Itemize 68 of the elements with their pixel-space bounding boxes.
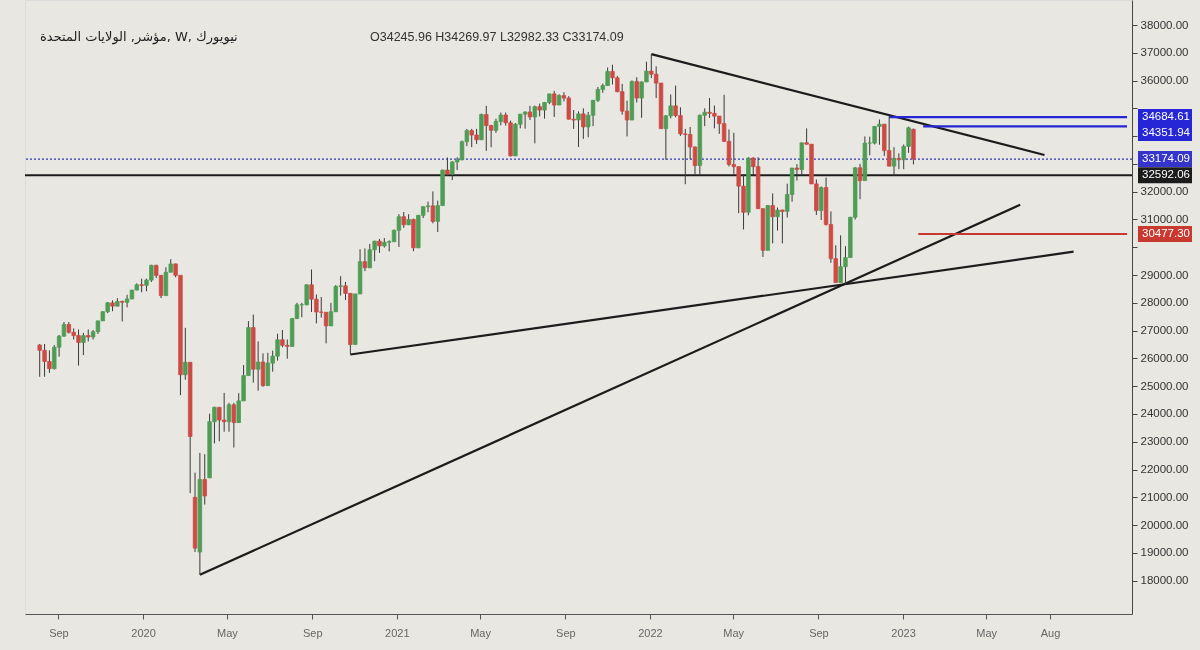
y-tick-label: 26000.00 [1140, 351, 1189, 364]
candlestick [226, 402, 232, 433]
x-tick-label: 2021 [385, 626, 410, 639]
y-tick-label: 25000.00 [1140, 379, 1189, 392]
candlestick [780, 209, 785, 244]
candlestick [896, 152, 902, 170]
y-tick-label: 21000.00 [1140, 490, 1189, 503]
y-tick-label: 19000.00 [1140, 546, 1189, 559]
y-tick-label: 27000.00 [1140, 324, 1189, 337]
x-tick-label: Sep [302, 626, 323, 639]
x-tick-label: May [976, 626, 998, 639]
y-tick-label: 28000.00 [1140, 296, 1189, 309]
candlestick [260, 352, 266, 388]
x-tick-label: Sep [809, 626, 829, 639]
x-tick-label: Sep [49, 626, 69, 639]
y-tick-label: 23000.00 [1140, 435, 1189, 448]
text: مؤشر, الولايات المتحدة, W, نيويورك [40, 29, 238, 45]
candlestick [794, 163, 800, 182]
x-tick-label: May [470, 626, 492, 639]
y-tick-label: 31000.00 [1140, 212, 1189, 225]
candlestick [396, 213, 402, 248]
series-label: 30477.30 [1142, 227, 1190, 240]
candlestick [163, 266, 169, 297]
candlestick [527, 105, 533, 121]
candlestick [634, 76, 639, 104]
x-tick-label: 2023 [891, 626, 916, 639]
y-tick-label: 22000.00 [1140, 463, 1189, 476]
x-tick-label: Sep [556, 626, 576, 639]
x-tick-label: May [723, 626, 745, 639]
candlestick [775, 207, 780, 232]
y-tick-label: 29000.00 [1140, 268, 1189, 281]
candlestick [891, 146, 897, 177]
candlestick [202, 453, 207, 506]
x-tick-label: Aug [1040, 626, 1061, 639]
candlestick [255, 340, 261, 392]
x-tick-label: 2020 [131, 626, 156, 639]
candlestick [819, 185, 824, 221]
candlestick [323, 311, 329, 344]
candlestick [552, 90, 557, 118]
candlestick [532, 105, 538, 144]
ref-line-label: 33174.09 [1142, 152, 1190, 165]
candlestick [81, 332, 86, 356]
candlestick [183, 327, 188, 381]
candlestick [265, 352, 271, 387]
ref-line-label: 32592.06 [1142, 168, 1190, 181]
y-tick-label: 20000.00 [1140, 518, 1189, 531]
y-tick-label: 38000.00 [1140, 18, 1189, 31]
y-tick-label: 36000.00 [1140, 74, 1189, 87]
candlestick [770, 192, 775, 244]
candlestick [581, 107, 586, 140]
candlestick [445, 157, 450, 177]
y-tick-label: 37000.00 [1140, 46, 1189, 59]
candlestick [522, 110, 528, 130]
candlestick [576, 110, 581, 148]
y-tick-label: 32000.00 [1140, 185, 1189, 198]
y-tick-label: 24000.00 [1140, 407, 1189, 420]
x-tick-label: 2022 [638, 626, 663, 639]
candlestick [221, 392, 227, 433]
legend-label: 34351.94 [1142, 126, 1191, 139]
series-label: 34684.61 [1142, 110, 1190, 123]
candlestick [857, 163, 863, 200]
y-tick-label: 18000.00 [1140, 574, 1189, 587]
candlestick [231, 402, 237, 449]
candlestick [425, 201, 431, 213]
candlestick [430, 190, 436, 224]
x-tick-label: May [217, 626, 239, 639]
text: O34245.96 H34269.97 L32982.33 C33174.09 [370, 30, 624, 44]
candlestick [362, 247, 368, 272]
